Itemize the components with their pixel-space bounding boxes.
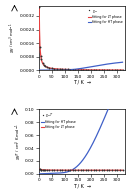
Point [69, 169, 71, 172]
Point [44, 65, 46, 68]
Point [95, 68, 97, 71]
X-axis label: T / K  →: T / K → [73, 184, 91, 188]
Point [66, 169, 68, 172]
Point [100, 169, 103, 172]
Point [111, 68, 113, 71]
Y-axis label: $\chi_M$ / cm$^3$ mol$^{-1}$: $\chi_M$ / cm$^3$ mol$^{-1}$ [8, 23, 18, 53]
Point [106, 169, 108, 172]
Point [59, 169, 61, 172]
Point [114, 69, 116, 72]
Point [42, 168, 44, 171]
Point [98, 169, 100, 172]
Point [48, 66, 50, 69]
Point [48, 169, 50, 172]
Point [116, 69, 118, 72]
Point [39, 168, 41, 171]
Point [69, 68, 71, 71]
Point [61, 169, 63, 172]
Point [80, 169, 82, 172]
Point [103, 68, 105, 71]
Point [93, 169, 95, 172]
Point [56, 169, 58, 172]
Point [51, 169, 53, 172]
Point [46, 169, 48, 172]
Point [114, 169, 116, 172]
Point [59, 68, 61, 71]
Point [103, 169, 105, 172]
Point [39, 45, 41, 48]
Point [95, 169, 97, 172]
Point [90, 169, 92, 172]
Legend: $\chi_M T$, fitting for HT phase, fitting for LT phase: $\chi_M T$, fitting for HT phase, fittin… [40, 111, 77, 129]
Point [74, 68, 76, 71]
Point [40, 168, 42, 171]
Point [108, 68, 110, 71]
Point [106, 68, 108, 71]
Point [66, 68, 68, 71]
Point [43, 168, 45, 171]
Point [56, 67, 58, 70]
Point [40, 55, 42, 58]
Point [53, 67, 55, 70]
Point [82, 169, 84, 172]
Point [77, 68, 79, 71]
Point [87, 68, 90, 71]
Point [119, 169, 121, 172]
Point [46, 65, 48, 68]
Point [77, 169, 79, 172]
Point [122, 69, 124, 72]
Point [85, 68, 87, 71]
Point [72, 68, 74, 71]
Y-axis label: $\chi_M T$ / cm$^3$ K mol$^{-1}$: $\chi_M T$ / cm$^3$ K mol$^{-1}$ [13, 123, 23, 160]
Point [90, 68, 92, 71]
Point [87, 169, 90, 172]
Point [72, 169, 74, 172]
Point [85, 169, 87, 172]
X-axis label: T / K  →: T / K → [73, 80, 91, 85]
Point [42, 62, 44, 65]
Point [40, 58, 42, 61]
Point [74, 169, 76, 172]
Point [61, 68, 63, 71]
Point [64, 68, 66, 71]
Point [122, 169, 124, 172]
Point [98, 68, 100, 71]
Point [40, 168, 42, 171]
Point [43, 64, 45, 67]
Point [119, 69, 121, 72]
Legend: $\chi_M$, fitting for LT phase, fitting for HT phase: $\chi_M$, fitting for LT phase, fitting … [87, 7, 124, 25]
Point [64, 169, 66, 172]
Point [93, 68, 95, 71]
Point [80, 68, 82, 71]
Point [116, 169, 118, 172]
Point [44, 168, 46, 171]
Point [108, 169, 110, 172]
Point [51, 67, 53, 70]
Point [38, 168, 40, 171]
Point [100, 68, 103, 71]
Point [53, 169, 55, 172]
Point [82, 68, 84, 71]
Point [111, 169, 113, 172]
Point [38, 6, 40, 9]
